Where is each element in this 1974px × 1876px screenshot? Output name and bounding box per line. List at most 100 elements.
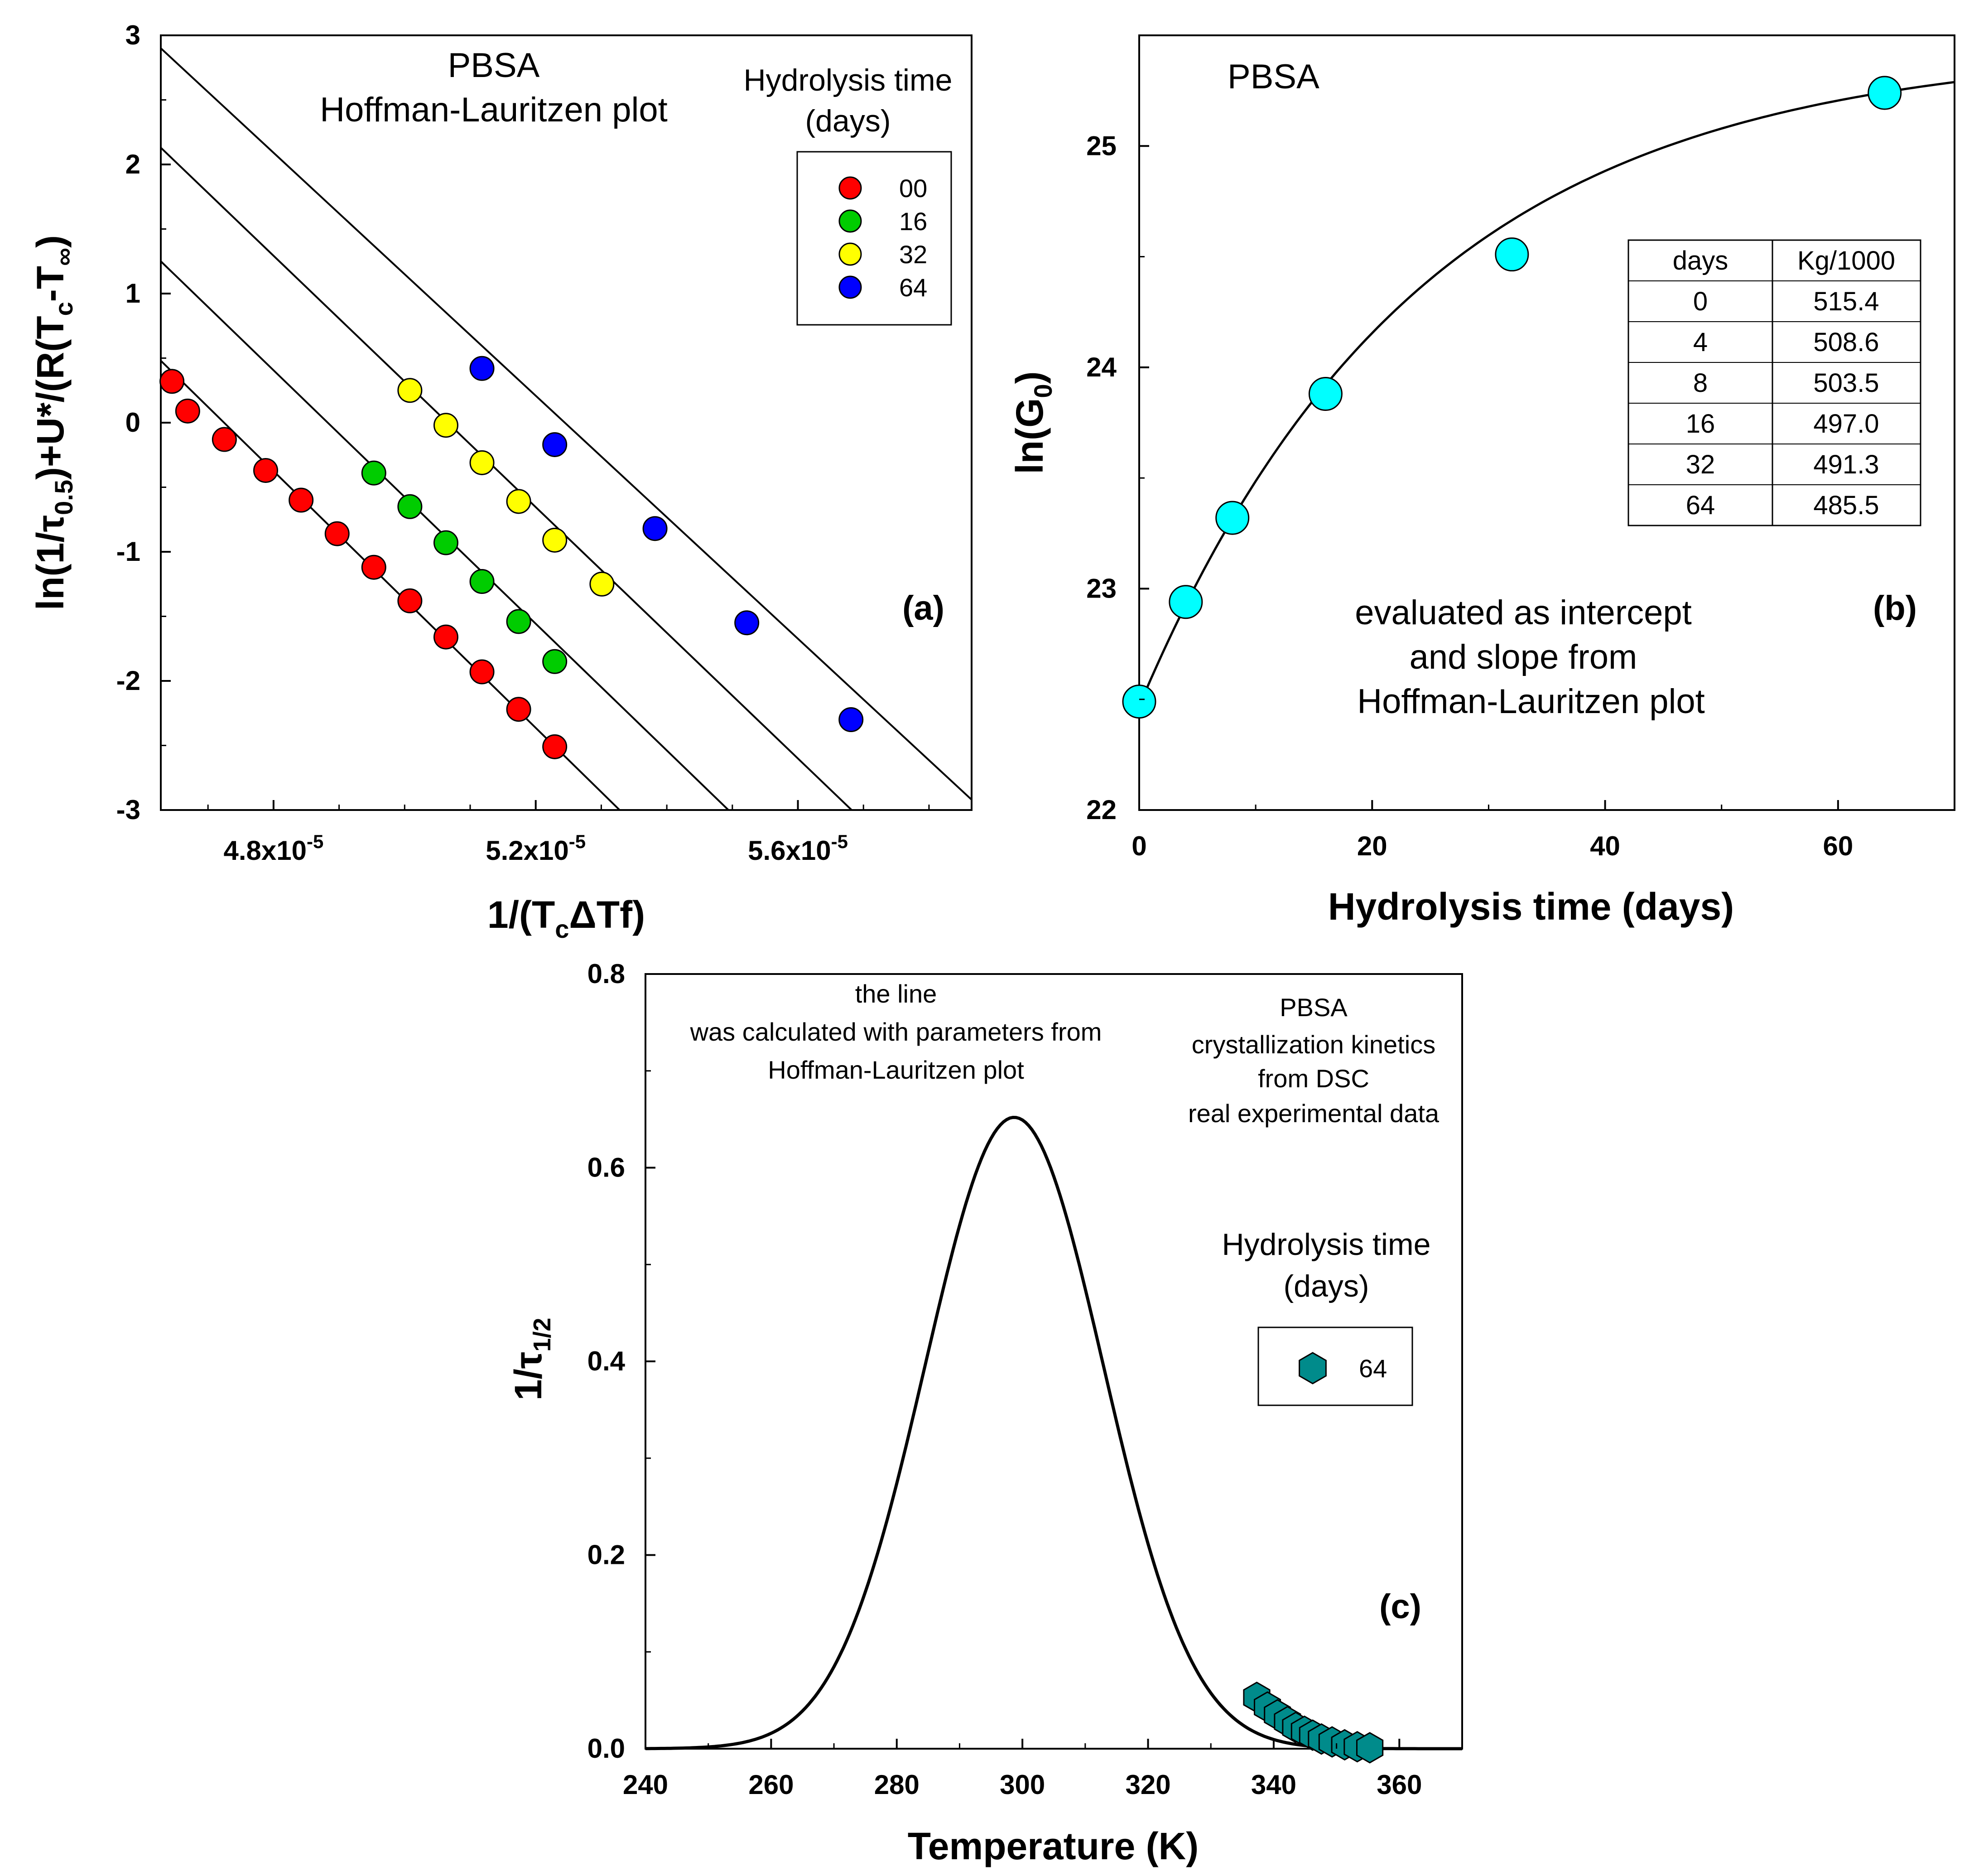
x-tick-label: 240 [623, 1770, 668, 1800]
x-tick-label: 340 [1251, 1770, 1296, 1800]
y-tick-label: -3 [116, 795, 140, 825]
panel-a-legend-title-line2: (days) [805, 104, 891, 138]
panel-b-data-points [1122, 76, 1902, 719]
legend-label-64: 64 [899, 273, 927, 302]
data-point-32 [397, 378, 423, 403]
x-tick-label: 5.2x10-5 [486, 831, 586, 866]
panel-c-x-ticks: 240 260 280 300 320 340 360 [623, 1739, 1422, 1800]
data-point-00 [397, 588, 423, 613]
data-point-16 [542, 649, 568, 674]
data-point [1868, 76, 1902, 110]
x-tick-label: 4.8x10-5 [223, 831, 323, 866]
data-point-64 [838, 707, 864, 732]
panel-a-legend-entries: 00 16 32 64 [838, 174, 927, 302]
panel-a-fit-lines [160, 48, 973, 811]
data-point-64 [469, 356, 495, 381]
y-tick-label: 0.8 [587, 959, 625, 989]
data-point-00 [506, 697, 531, 722]
x-tick-label: 60 [1823, 831, 1853, 861]
data-point [1169, 585, 1203, 619]
panel-b-title: PBSA [1228, 58, 1319, 96]
data-point [1495, 237, 1529, 272]
panel-a-y-axis-title: ln(1/τ0.5)+U*/(R(Tc-T∞) [29, 235, 78, 610]
panel-a-x-ticks: 4.8x10-5 5.2x10-5 5.6x10-5 [207, 800, 930, 866]
y-tick-label: -2 [116, 666, 140, 696]
panel-c-annotation-right-line1: PBSA [1280, 993, 1348, 1022]
panel-c-legend-marker-64 [1299, 1352, 1327, 1384]
table-cell-kg: 497.0 [1813, 409, 1879, 439]
panel-c-annotation-left-line3: Hoffman-Lauritzen plot [768, 1056, 1024, 1084]
x-tick-label: 20 [1357, 831, 1387, 861]
legend-label-16: 16 [899, 207, 927, 236]
data-point-64 [642, 516, 668, 541]
fit-line-32 [160, 147, 852, 811]
x-tick-label: 40 [1590, 831, 1620, 861]
data-point-00 [175, 398, 200, 424]
panel-a-subtitle: Hoffman-Lauritzen plot [320, 91, 667, 129]
x-tick-label: 300 [1000, 1770, 1045, 1800]
panel-b-fit-curve [1138, 81, 1955, 707]
panel-a-y-ticks: 3 2 1 0 -1 -2 -3 [116, 20, 171, 825]
panel-c-annotation-right-line2: crystallization kinetics [1192, 1030, 1435, 1059]
panel-a-title: PBSA [448, 46, 540, 85]
y-tick-label: 25 [1086, 130, 1117, 161]
panel-b-annotation-line1: evaluated as intercept [1355, 593, 1692, 632]
table-header-days: days [1673, 246, 1728, 275]
data-point [1215, 501, 1250, 535]
y-tick-label: 0.4 [587, 1346, 626, 1376]
table-cell-kg: 503.5 [1813, 368, 1879, 398]
x-tick-label: 280 [874, 1770, 920, 1800]
table-cell-days: 16 [1686, 409, 1715, 439]
y-tick-label: 0.2 [587, 1540, 625, 1570]
y-tick-label: 3 [125, 20, 140, 50]
data-point-16 [506, 609, 531, 634]
legend-label-00: 00 [899, 174, 927, 203]
y-tick-label: 23 [1086, 573, 1117, 603]
data-point-00 [253, 458, 279, 483]
y-tick-label: 1 [125, 278, 140, 309]
data-point-00 [361, 555, 386, 580]
legend-marker-32 [838, 242, 862, 266]
x-tick-label: 360 [1377, 1770, 1422, 1800]
x-tick-label: 260 [748, 1770, 794, 1800]
data-point-00 [542, 734, 568, 759]
x-tick-label: 320 [1125, 1770, 1170, 1800]
panel-c-model-curve [645, 1115, 1462, 1751]
data-point-16 [469, 569, 495, 594]
fit-line-64 [160, 48, 973, 801]
data-point-00 [433, 624, 458, 650]
panel-c-legend-label-64: 64 [1359, 1354, 1387, 1383]
data-point-00 [289, 487, 314, 513]
data-point-32 [542, 527, 568, 553]
panel-c-crystallization-rate-plot: 0.0 0.2 0.4 0.6 0.8 240 260 280 300 320 340 360 th… [507, 959, 1463, 1867]
fit-line-00 [160, 360, 621, 811]
data-point-16 [433, 530, 458, 555]
table-header-kg: Kg/1000 [1797, 246, 1895, 275]
panel-a-x-axis-title: 1/(TcΔTf) [487, 893, 645, 943]
panel-b-x-ticks: 0 20 40 60 [1131, 800, 1853, 861]
panel-b-y-axis-title: ln(G0) [1008, 371, 1057, 474]
panel-b-y-ticks: 22 23 24 25 [1086, 34, 1149, 825]
data-point-00 [469, 659, 495, 685]
panel-c-annotation-right-line4: real experimental data [1188, 1099, 1440, 1128]
panel-b-annotation-line2: and slope from [1410, 638, 1637, 676]
legend-label-32: 32 [899, 240, 927, 269]
table-cell-days: 4 [1693, 328, 1708, 357]
y-tick-label: 22 [1086, 795, 1117, 825]
panel-c-legend-title-line2: (days) [1284, 1269, 1369, 1303]
panel-c-y-axis-title: 1/τ1/2 [507, 1318, 556, 1401]
panel-c-annotation-right-line3: from DSC [1258, 1064, 1369, 1093]
table-cell-kg: 485.5 [1813, 491, 1879, 520]
data-point-32 [506, 489, 531, 514]
panel-c-y-ticks: 0.0 0.2 0.4 0.6 0.8 [587, 959, 655, 1764]
y-tick-label: 24 [1086, 352, 1117, 382]
x-tick-label: 0 [1131, 831, 1146, 861]
data-point-32 [589, 571, 615, 597]
legend-marker-64 [838, 275, 862, 299]
data-point-16 [397, 494, 423, 519]
panel-c-annotation-left-line2: was calculated with parameters from [690, 1018, 1102, 1046]
table-cell-kg: 491.3 [1813, 450, 1879, 479]
legend-marker-16 [838, 209, 862, 233]
y-tick-label: 0.0 [587, 1733, 625, 1764]
